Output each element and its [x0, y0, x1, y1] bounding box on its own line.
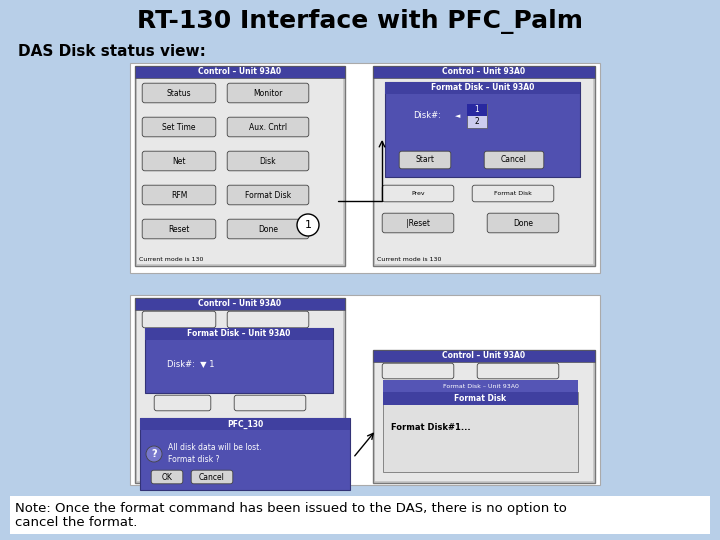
Bar — [135, 298, 345, 483]
Text: ?: ? — [151, 449, 157, 459]
Text: RT-130 Interface with PFC_Palm: RT-130 Interface with PFC_Palm — [137, 10, 583, 35]
FancyBboxPatch shape — [142, 219, 216, 239]
Text: Disk#:  ▼ 1: Disk#: ▼ 1 — [167, 360, 215, 368]
Bar — [137, 310, 343, 481]
Bar — [375, 362, 593, 481]
Text: Reset: Reset — [168, 225, 189, 233]
FancyBboxPatch shape — [142, 151, 216, 171]
FancyBboxPatch shape — [228, 117, 309, 137]
Text: Format Disk#1...: Format Disk#1... — [391, 422, 471, 431]
FancyBboxPatch shape — [484, 151, 544, 169]
Bar — [373, 66, 595, 266]
Bar — [375, 78, 593, 264]
FancyBboxPatch shape — [151, 470, 183, 484]
Bar — [373, 350, 595, 483]
FancyBboxPatch shape — [382, 185, 454, 202]
FancyBboxPatch shape — [228, 311, 309, 328]
Text: cancel the format.: cancel the format. — [15, 516, 138, 529]
Text: Format Disk – Unit 93A0: Format Disk – Unit 93A0 — [431, 84, 534, 92]
FancyBboxPatch shape — [142, 311, 216, 328]
Text: Status: Status — [167, 89, 192, 98]
Circle shape — [146, 446, 162, 462]
Text: Format Disk: Format Disk — [454, 394, 507, 403]
FancyBboxPatch shape — [142, 117, 216, 137]
FancyBboxPatch shape — [228, 151, 309, 171]
FancyBboxPatch shape — [228, 185, 309, 205]
Text: Current mode is 130: Current mode is 130 — [377, 257, 441, 262]
FancyBboxPatch shape — [142, 83, 216, 103]
Text: Control – Unit 93A0: Control – Unit 93A0 — [442, 352, 526, 361]
FancyBboxPatch shape — [399, 151, 451, 169]
Text: 1: 1 — [474, 105, 480, 114]
Bar — [373, 66, 595, 78]
Bar — [383, 392, 578, 472]
Text: Disk#:: Disk#: — [413, 111, 441, 120]
Bar — [383, 380, 578, 392]
Text: Done: Done — [513, 219, 533, 227]
Bar — [135, 66, 345, 266]
Bar — [467, 104, 487, 116]
Bar — [135, 298, 345, 310]
FancyBboxPatch shape — [192, 470, 233, 484]
Text: ◄: ◄ — [455, 113, 460, 119]
Text: Cancel: Cancel — [199, 472, 225, 482]
Text: Prev: Prev — [411, 191, 425, 196]
FancyBboxPatch shape — [382, 213, 454, 233]
Text: All disk data will be lost.: All disk data will be lost. — [168, 442, 261, 451]
Text: DAS Disk status view:: DAS Disk status view: — [18, 44, 206, 59]
Bar — [385, 82, 580, 94]
Text: Format Disk – Unit 93A0: Format Disk – Unit 93A0 — [443, 383, 518, 388]
Text: Disk: Disk — [260, 157, 276, 165]
Text: 2: 2 — [474, 118, 480, 126]
FancyBboxPatch shape — [477, 363, 559, 379]
FancyBboxPatch shape — [382, 363, 454, 379]
Text: Format disk ?: Format disk ? — [168, 455, 220, 463]
Text: Format Disk: Format Disk — [245, 191, 291, 199]
Circle shape — [297, 214, 319, 236]
FancyBboxPatch shape — [234, 395, 306, 411]
Bar — [130, 63, 600, 273]
Bar — [383, 392, 578, 405]
Bar — [145, 328, 333, 393]
Bar — [145, 328, 333, 340]
Text: OK: OK — [161, 472, 172, 482]
Text: Set Time: Set Time — [162, 123, 196, 132]
Bar — [140, 418, 350, 490]
Text: Aux. Cntrl: Aux. Cntrl — [249, 123, 287, 132]
Bar — [10, 496, 710, 534]
Text: |Reset: |Reset — [406, 219, 430, 227]
FancyBboxPatch shape — [228, 83, 309, 103]
FancyBboxPatch shape — [154, 395, 211, 411]
Text: Current mode is 130: Current mode is 130 — [139, 257, 203, 262]
Text: Control – Unit 93A0: Control – Unit 93A0 — [199, 300, 282, 308]
Bar — [373, 350, 595, 362]
FancyBboxPatch shape — [487, 213, 559, 233]
FancyBboxPatch shape — [228, 219, 309, 239]
Text: Control – Unit 93A0: Control – Unit 93A0 — [199, 68, 282, 77]
Text: Format Disk: Format Disk — [494, 191, 532, 196]
Text: Net: Net — [172, 157, 186, 165]
Text: Done: Done — [258, 225, 278, 233]
Bar — [467, 104, 487, 128]
Bar — [137, 78, 343, 264]
Text: RFM: RFM — [171, 191, 187, 199]
Text: Start: Start — [415, 156, 434, 165]
Text: PFC_130: PFC_130 — [227, 420, 263, 429]
Text: Format Disk – Unit 93A0: Format Disk – Unit 93A0 — [187, 329, 291, 339]
FancyBboxPatch shape — [142, 185, 216, 205]
FancyBboxPatch shape — [472, 185, 554, 202]
Text: Control – Unit 93A0: Control – Unit 93A0 — [442, 68, 526, 77]
Bar — [135, 66, 345, 78]
Bar — [130, 295, 600, 485]
Bar — [140, 418, 350, 430]
Bar — [385, 82, 580, 177]
Text: Monitor: Monitor — [253, 89, 283, 98]
Text: Cancel: Cancel — [501, 156, 527, 165]
Text: 1: 1 — [305, 220, 312, 230]
Text: Note: Once the format command has been issued to the DAS, there is no option to: Note: Once the format command has been i… — [15, 502, 567, 515]
